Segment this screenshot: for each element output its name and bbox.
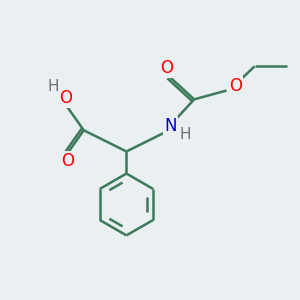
Text: N: N [164, 117, 177, 135]
Text: O: O [61, 152, 74, 170]
Text: O: O [229, 77, 242, 95]
Text: H: H [180, 127, 191, 142]
Text: O: O [160, 58, 173, 76]
Text: O: O [60, 89, 73, 107]
Text: H: H [47, 79, 58, 94]
